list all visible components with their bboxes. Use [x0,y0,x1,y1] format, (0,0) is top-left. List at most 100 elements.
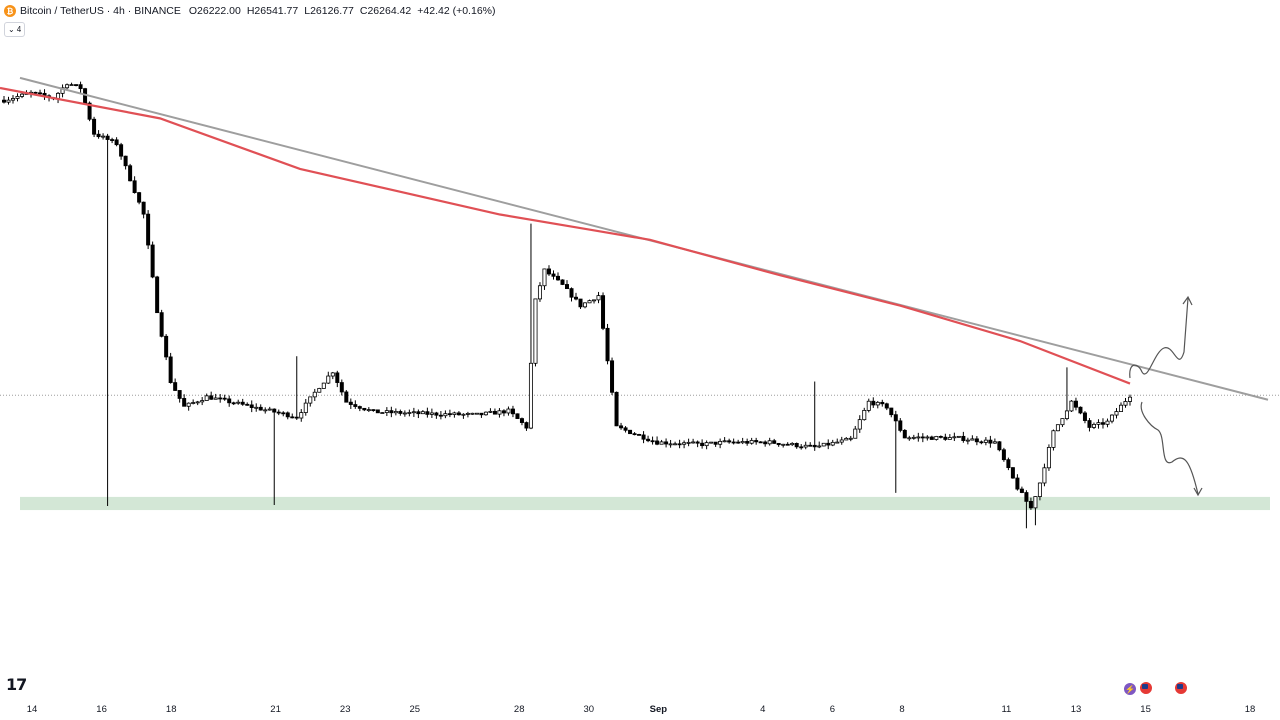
candle-body [510,408,515,415]
candle-body [1055,424,1060,432]
candle [1123,397,1128,408]
candle [96,130,101,139]
candle [159,309,164,338]
candle-body [880,401,885,405]
candle-body [947,437,952,440]
us-flag-icon[interactable] [1174,681,1188,695]
candle-body [186,402,191,407]
candle [700,439,705,449]
candle [510,405,515,418]
candle-body [1114,411,1119,416]
candle-body [281,412,286,415]
x-tick-label: 18 [166,704,177,715]
candle-body [848,437,853,440]
candle-body [817,445,822,448]
candle [934,435,939,441]
candle [844,437,849,441]
indicators-toggle-button[interactable]: ⌄ 4 [4,22,26,37]
candle-body [790,443,795,446]
candle-body [290,416,295,419]
candle [646,435,651,443]
candle [1019,486,1024,494]
candle-body [889,407,894,416]
x-tick-label: 18 [1245,704,1256,715]
candle [1096,419,1101,429]
candle-body [110,139,115,141]
candle [231,401,236,406]
candle [1087,418,1092,432]
candle-body [713,441,718,445]
candle-body [1078,406,1083,414]
candle [60,84,65,98]
candle-body [601,295,606,329]
candle-body [911,436,916,439]
x-tick-label: 4 [760,704,765,715]
candle [574,292,579,301]
candle [366,407,371,413]
open-value: O26222.00 [188,5,241,17]
candle-body [646,438,651,442]
candle-body [447,413,452,416]
candle [803,441,808,450]
x-tick-label: 15 [1140,704,1151,715]
candle [344,390,349,403]
candle [6,96,11,105]
candle-body [839,439,844,443]
candle-body [470,412,475,415]
candle-body [497,410,502,415]
candle-body [6,99,11,103]
x-tick-label: 28 [514,704,525,715]
candle-body [560,279,565,285]
candle-body [745,441,750,444]
candle-body [434,412,439,416]
candle-body [146,213,151,246]
candle [551,270,556,280]
ohlc-values: O26222.00 H26541.77 L26126.77 C26264.42 +42.… [189,5,502,17]
candle [353,400,358,409]
candle-body [303,402,308,413]
candle [596,291,601,304]
candle [628,429,633,435]
bolt-icon[interactable]: ⚡ [1123,682,1137,696]
us-flag-icon[interactable] [1139,681,1153,695]
candle [128,163,133,182]
candle-body [988,439,993,444]
candle [384,407,389,417]
candle [884,402,889,411]
candle [74,84,79,87]
candle [1064,367,1069,421]
candle-body [182,398,187,407]
candle [745,438,750,446]
candle [754,437,759,445]
candle-body [411,411,416,414]
candle-body [650,440,655,443]
tradingview-logo-icon[interactable]: 17 [6,675,27,694]
candle-body [632,433,637,436]
candle-body [871,400,876,406]
candle-body [15,96,20,99]
candle-body [168,356,173,383]
candle-body [114,139,119,146]
candle [173,378,178,392]
candle [605,323,610,365]
candle [2,95,7,104]
candle [1042,463,1047,487]
candle [862,407,867,421]
candle [92,116,97,138]
candle-body [443,413,448,417]
candle-body [830,441,835,446]
candle [209,391,214,400]
candle-body [979,441,984,444]
candle-body [565,284,570,290]
candle-body [344,391,349,403]
candle-body [258,406,263,411]
candle [641,431,646,444]
candle [875,400,880,409]
candle-body [578,298,583,308]
candle [1105,418,1110,428]
candle-body [925,436,930,439]
symbol-label[interactable]: Bitcoin / TetherUS · 4h · BINANCE [20,5,181,17]
candle [799,444,804,450]
candle-body [709,441,714,444]
